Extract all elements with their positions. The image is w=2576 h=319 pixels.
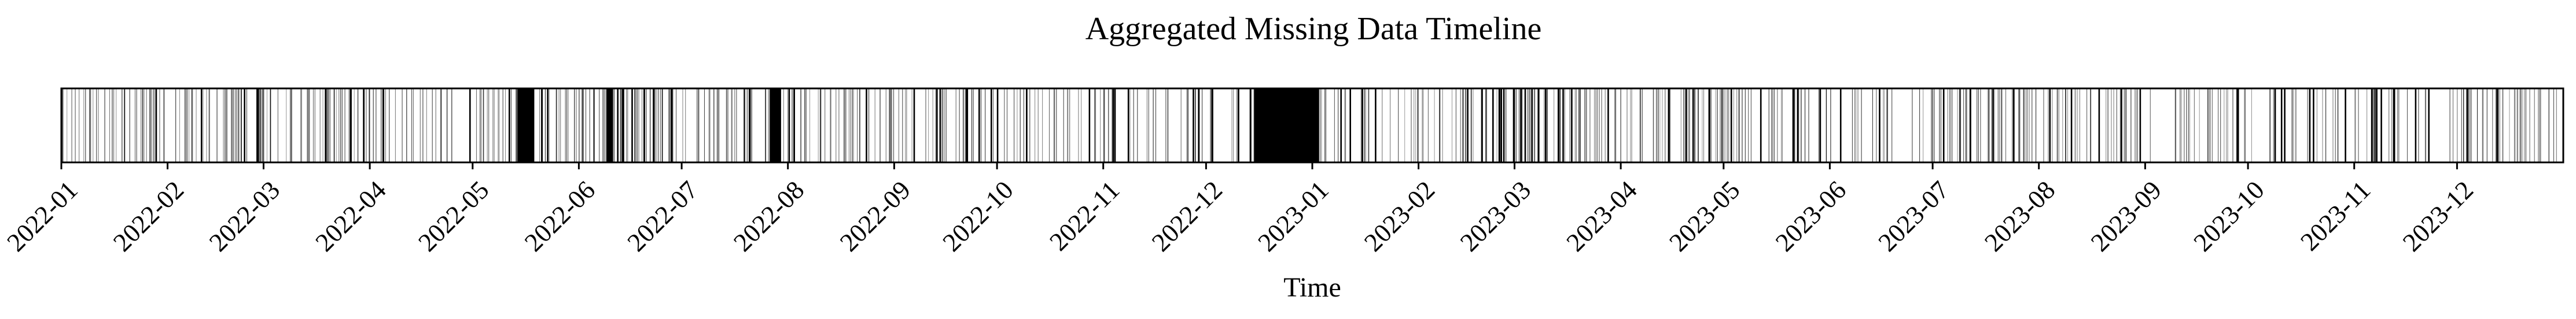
missing-span [771,88,781,162]
missing-span [1254,88,1319,162]
chart-title: Aggregated Missing Data Timeline [1085,11,1542,47]
missing-data-bars [61,88,2564,162]
missing-span [606,88,613,162]
x-axis-label: Time [1283,272,1341,303]
missing-span [517,88,535,162]
